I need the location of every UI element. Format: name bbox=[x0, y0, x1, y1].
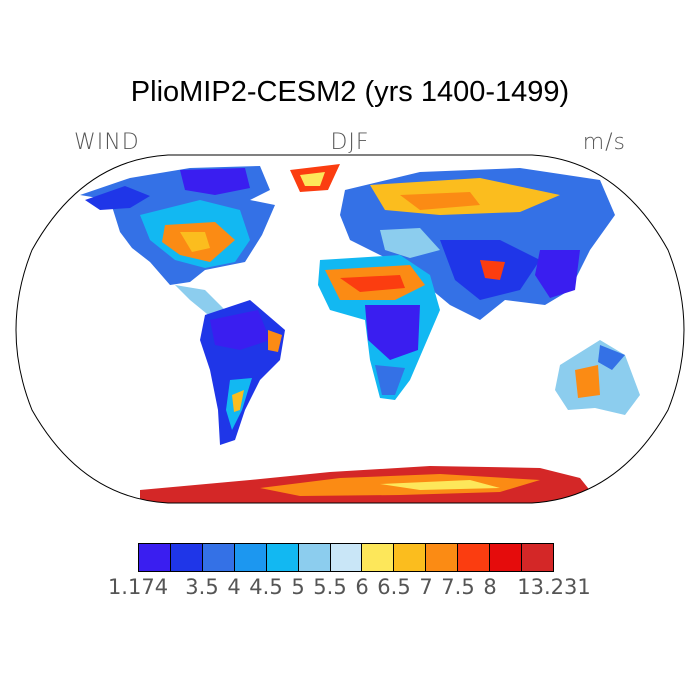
globe-outline bbox=[15, 154, 685, 504]
colorbar-swatch bbox=[426, 544, 459, 571]
colorbar-tick-label: 6.5 bbox=[377, 575, 411, 599]
africa bbox=[318, 255, 440, 400]
colorbar-swatch bbox=[458, 544, 491, 571]
colorbar-tick-label: 7 bbox=[419, 575, 433, 599]
colorbar-swatch bbox=[394, 544, 427, 571]
eurasia bbox=[340, 168, 615, 320]
colorbar-tick-label: 3.5 bbox=[185, 575, 219, 599]
south-america bbox=[200, 300, 285, 445]
colorbar-labels: 1.174 3.5 4 4.5 5 5.5 6 6.5 7 7.5 8 13.231 bbox=[0, 575, 700, 605]
colorbar-swatch bbox=[298, 544, 331, 571]
colorbar-tick-label: 7.5 bbox=[441, 575, 475, 599]
colorbar-swatch bbox=[202, 544, 235, 571]
colorbar-tick-label: 4 bbox=[227, 575, 241, 599]
colorbar-tick-label: 8 bbox=[483, 575, 497, 599]
north-america bbox=[80, 164, 340, 318]
antarctica bbox=[140, 466, 600, 503]
colorbar-swatch bbox=[170, 544, 203, 571]
colorbar-tick-label: 5 bbox=[291, 575, 305, 599]
colorbar-swatch bbox=[330, 544, 363, 571]
colorbar-swatch bbox=[139, 544, 171, 571]
colorbar-tick-label: 5.5 bbox=[313, 575, 347, 599]
colorbar-swatch bbox=[362, 544, 395, 571]
colorbar-tick-label: 1.174 bbox=[107, 575, 169, 599]
colorbar-swatch bbox=[522, 544, 553, 571]
colorbar-tick-label: 6 bbox=[355, 575, 369, 599]
variable-label: WIND bbox=[74, 130, 140, 155]
colorbar-tick-label: 13.231 bbox=[517, 575, 591, 599]
colorbar-swatch bbox=[490, 544, 523, 571]
australia bbox=[555, 340, 640, 415]
colorbar-swatch bbox=[266, 544, 299, 571]
units-label: m/s bbox=[582, 130, 626, 155]
map-title: PlioMIP2-CESM2 (yrs 1400-1499) bbox=[130, 76, 570, 108]
colorbar-tick-label: 4.5 bbox=[249, 575, 283, 599]
colorbar-swatch bbox=[234, 544, 267, 571]
colorbar bbox=[138, 543, 554, 572]
season-label: DJF bbox=[330, 130, 370, 155]
